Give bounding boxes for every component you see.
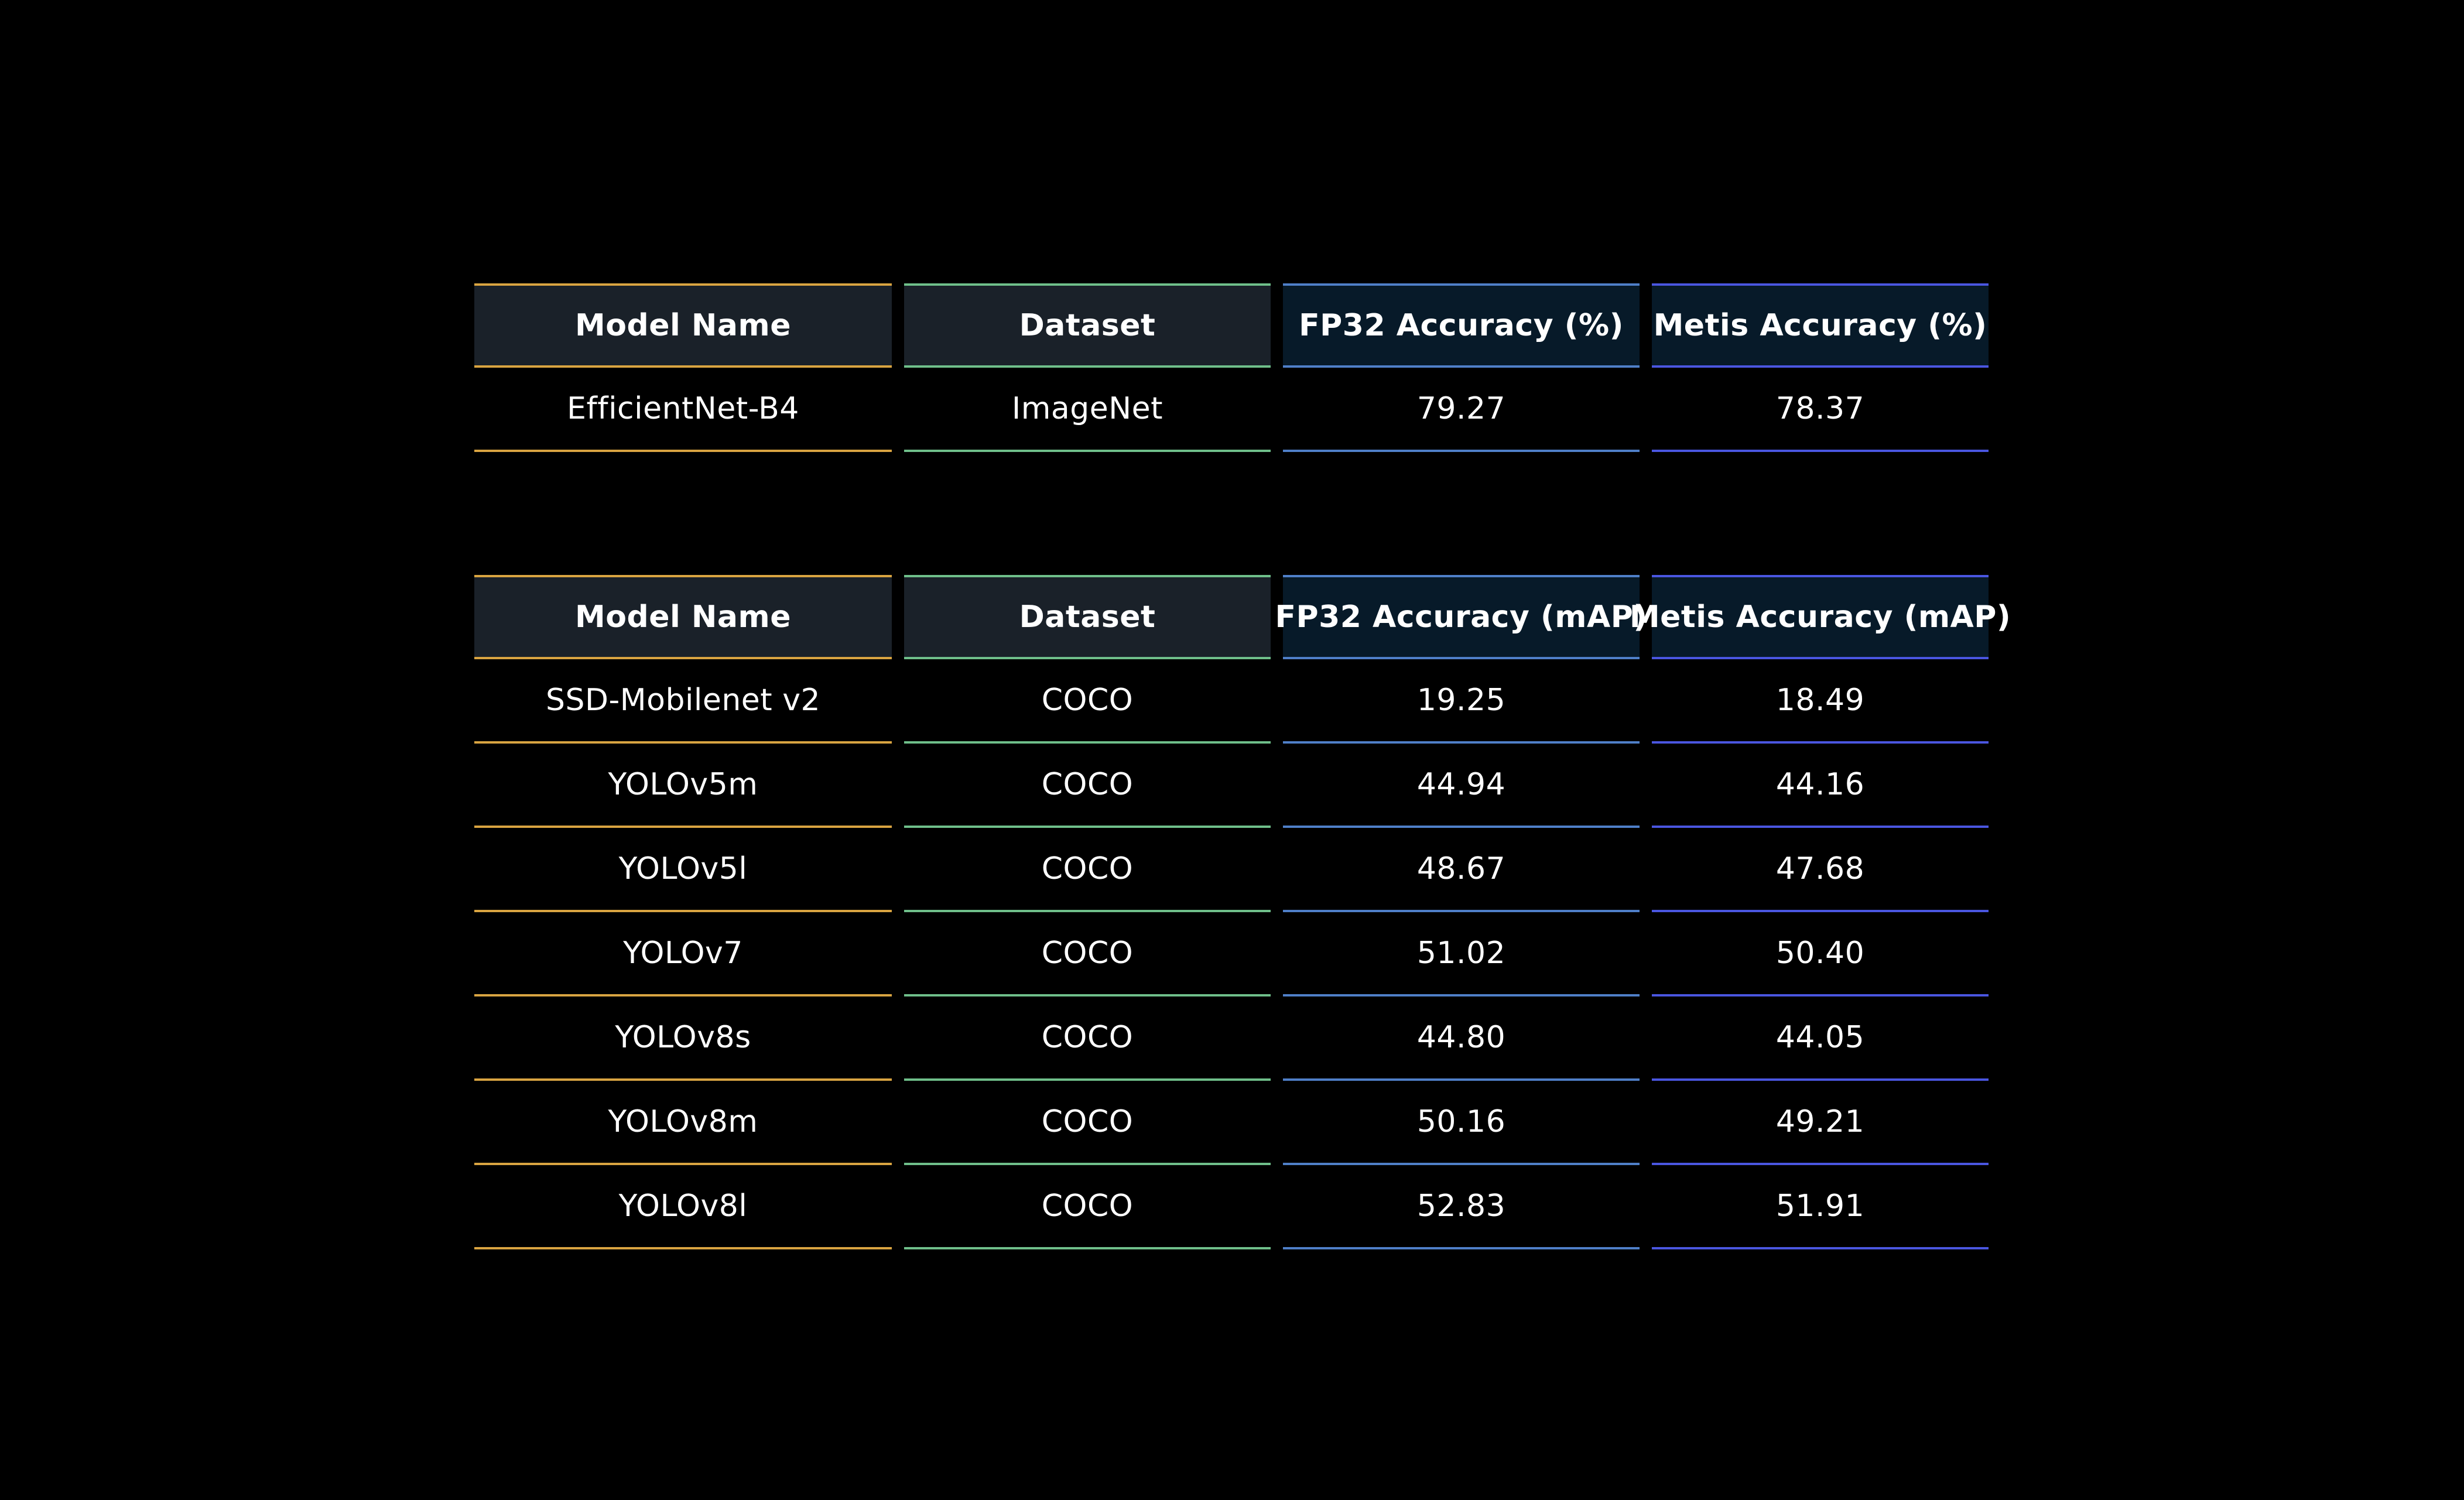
table-cell: EfficientNet-B4: [474, 368, 892, 452]
table-cell: 47.68: [1652, 828, 1989, 912]
column-header: Model Name: [474, 283, 892, 368]
table-cell: 44.05: [1652, 996, 1989, 1081]
column-header: Dataset: [904, 575, 1271, 659]
table-cell: 44.16: [1652, 744, 1989, 828]
table-cell: 78.37: [1652, 368, 1989, 452]
table-cell: YOLOv5l: [474, 828, 892, 912]
table-cell: YOLOv8m: [474, 1081, 892, 1165]
table-cell: 44.80: [1283, 996, 1640, 1081]
table-cell: ImageNet: [904, 368, 1271, 452]
table-cell: COCO: [904, 912, 1271, 996]
column-header: Metis Accuracy (%): [1652, 283, 1989, 368]
table-cell: YOLOv7: [474, 912, 892, 996]
table-cell: SSD-Mobilenet v2: [474, 659, 892, 744]
table-cell: COCO: [904, 996, 1271, 1081]
table-cell: COCO: [904, 1165, 1271, 1249]
column-header: Metis Accuracy (mAP): [1630, 575, 2011, 659]
table-cell: 79.27: [1283, 368, 1640, 452]
table-cell: 19.25: [1283, 659, 1640, 744]
table-cell: 50.16: [1283, 1081, 1640, 1165]
table-cell: 51.91: [1652, 1165, 1989, 1249]
table-cell: COCO: [904, 828, 1271, 912]
column-header: FP32 Accuracy (%): [1283, 283, 1640, 368]
column-header: FP32 Accuracy (mAP): [1275, 575, 1647, 659]
table-cell: COCO: [904, 659, 1271, 744]
table-cell: 50.40: [1652, 912, 1989, 996]
table-cell: YOLOv8l: [474, 1165, 892, 1249]
table-cell: YOLOv5m: [474, 744, 892, 828]
table-cell: 49.21: [1652, 1081, 1989, 1165]
table-cell: 48.67: [1283, 828, 1640, 912]
table-cell: 51.02: [1283, 912, 1640, 996]
column-header: Dataset: [904, 283, 1271, 368]
table-cell: 44.94: [1283, 744, 1640, 828]
table-cell: 52.83: [1283, 1165, 1640, 1249]
column-header: Model Name: [474, 575, 892, 659]
table-cell: COCO: [904, 744, 1271, 828]
table-cell: YOLOv8s: [474, 996, 892, 1081]
table-cell: COCO: [904, 1081, 1271, 1165]
table-cell: 18.49: [1652, 659, 1989, 744]
